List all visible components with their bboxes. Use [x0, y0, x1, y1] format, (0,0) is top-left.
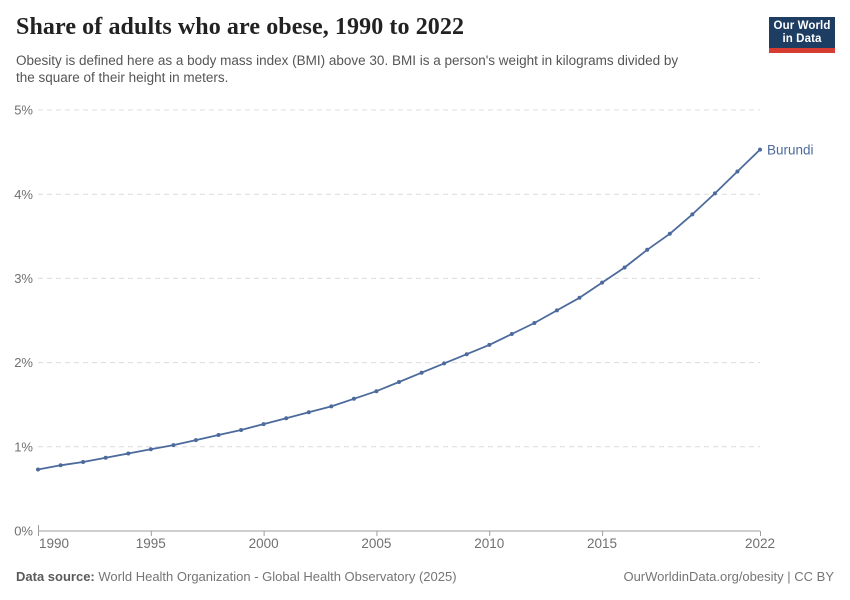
data-point-marker[interactable]	[442, 361, 447, 366]
data-point-marker[interactable]	[284, 416, 289, 421]
data-point-marker[interactable]	[374, 389, 379, 394]
data-point-marker[interactable]	[487, 342, 492, 347]
data-point-marker[interactable]	[239, 428, 244, 432]
data-point-marker[interactable]	[171, 443, 176, 448]
credit-separator: |	[787, 569, 791, 584]
subtitle-line-1: Obesity is defined here as a body mass i…	[16, 53, 679, 68]
data-point-marker[interactable]	[36, 467, 40, 472]
data-point-marker[interactable]	[261, 422, 266, 427]
data-source-note: Data source: World Health Organization -…	[16, 569, 457, 584]
chart-footer: Data source: World Health Organization -…	[16, 569, 834, 584]
y-tick-label: 0%	[14, 524, 33, 539]
series-end-label[interactable]: Burundi	[767, 142, 814, 157]
x-tick-label: 2022	[745, 536, 775, 551]
x-tick-label: 1995	[136, 536, 166, 551]
x-tick-label: 2015	[587, 536, 617, 551]
data-source-label: Data source:	[16, 569, 95, 584]
owid-logo-box: Our World in Data	[769, 17, 835, 48]
page-title: Share of adults who are obese, 1990 to 2…	[16, 14, 465, 40]
data-point-marker[interactable]	[735, 169, 740, 174]
data-point-marker[interactable]	[712, 191, 717, 196]
y-tick-label: 2%	[14, 355, 33, 370]
data-point-marker[interactable]	[645, 247, 650, 252]
license-link[interactable]: CC BY	[794, 569, 834, 584]
data-point-marker[interactable]	[329, 404, 334, 409]
data-point-marker[interactable]	[193, 438, 198, 443]
data-point-marker[interactable]	[554, 308, 559, 313]
data-point-marker[interactable]	[464, 352, 469, 357]
owid-logo[interactable]: Our World in Data	[769, 17, 835, 53]
y-tick-label: 1%	[14, 439, 33, 454]
y-tick-label: 3%	[14, 271, 33, 286]
x-tick-label: 1990	[39, 536, 69, 551]
chart-subtitle: Obesity is defined here as a body mass i…	[16, 52, 678, 86]
data-point-marker[interactable]	[351, 396, 356, 401]
data-point-marker[interactable]	[126, 451, 131, 456]
x-tick-label: 2000	[249, 536, 279, 551]
data-point-marker[interactable]	[148, 447, 153, 452]
data-point-marker[interactable]	[58, 463, 63, 468]
owid-logo-line2: in Data	[782, 32, 822, 45]
y-tick-label: 4%	[14, 187, 33, 202]
data-point-marker[interactable]	[758, 147, 762, 152]
x-tick-label: 2005	[361, 536, 391, 551]
owid-logo-red-bar	[769, 48, 835, 53]
credit-link[interactable]: OurWorldinData.org/obesity	[623, 569, 784, 584]
data-point-marker[interactable]	[81, 460, 86, 464]
owid-logo-line1: Our World	[773, 19, 831, 32]
data-point-marker[interactable]	[103, 455, 108, 460]
data-point-marker[interactable]	[306, 410, 311, 415]
data-point-marker[interactable]	[419, 370, 424, 375]
data-point-marker[interactable]	[577, 295, 582, 300]
data-point-marker[interactable]	[397, 380, 401, 384]
series-line[interactable]	[37, 148, 761, 471]
data-point-marker[interactable]	[216, 433, 221, 437]
data-point-marker[interactable]	[667, 231, 672, 236]
data-point-marker[interactable]	[509, 332, 514, 336]
data-source-text: World Health Organization - Global Healt…	[98, 569, 457, 584]
data-point-marker[interactable]	[532, 321, 537, 325]
data-point-marker[interactable]	[690, 212, 695, 217]
subtitle-line-2: the square of their height in meters.	[16, 70, 229, 85]
credit-note: OurWorldinData.org/obesity | CC BY	[623, 569, 834, 584]
data-point-marker[interactable]	[622, 265, 627, 270]
y-tick-label: 5%	[14, 103, 33, 118]
data-point-marker[interactable]	[600, 280, 605, 285]
x-tick-label: 2010	[474, 536, 504, 551]
